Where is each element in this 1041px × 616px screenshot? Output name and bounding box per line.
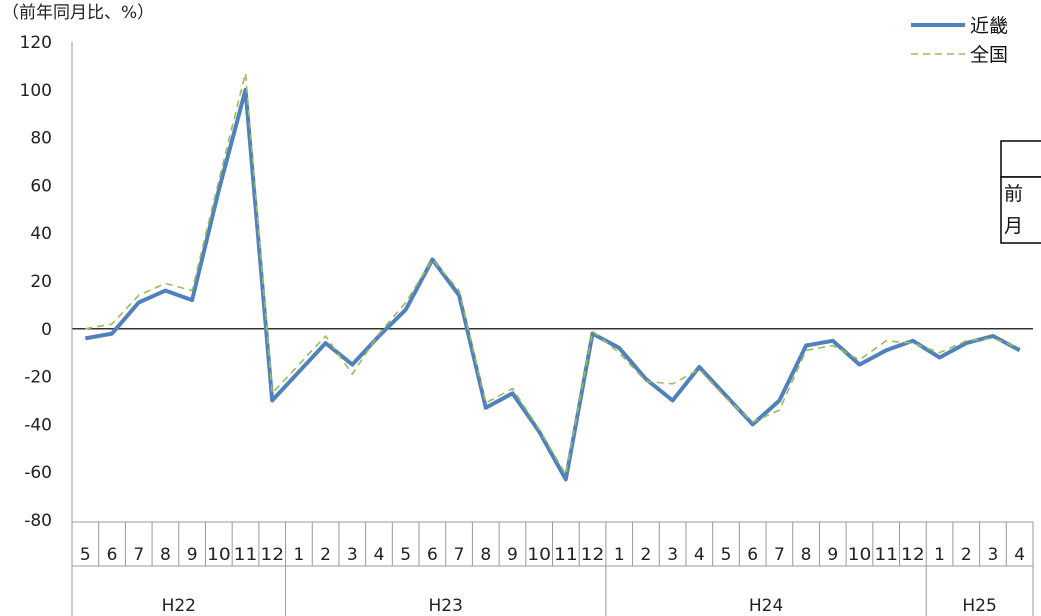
category-label: 6 [747,545,758,565]
category-label: 12 [260,545,284,565]
category-label: 11 [554,545,578,565]
legend-label-zenkoku: 全国 [970,44,1008,66]
group-label: H22 [162,596,196,616]
y-axis-unit-label: （前年同月比、%） [2,3,154,23]
category-label: 6 [427,545,438,565]
category-label: 5 [400,545,411,565]
category-label: 5 [721,545,732,565]
category-label: 4 [374,545,385,565]
y-tick-label: 20 [30,272,52,292]
y-tick-label: 120 [20,33,52,53]
category-label: 12 [901,545,925,565]
group-label: H24 [749,596,783,616]
category-label: 11 [874,545,898,565]
y-tick-label: 60 [30,176,52,196]
side-box: 前 月 [1000,140,1041,244]
legend: 近畿 全国 [911,15,1008,66]
series-line-kinki [84,87,1021,482]
y-tick-label: -40 [24,415,52,435]
legend-label-kinki: 近畿 [970,15,1008,37]
y-tick-label: -80 [24,511,52,531]
y-tick-label: 100 [20,81,52,101]
category-axis: 5 6 7 8 9 10 11 12 1 2 3 4 5 6 7 8 9 10 11 12 1 2 3 4 5 6 7 8 9 10 11 1… [71,521,1034,616]
category-label: 1 [934,545,945,565]
category-label: 5 [80,545,91,565]
category-label: 8 [801,545,812,565]
category-label: 3 [988,545,999,565]
category-label: 10 [207,545,231,565]
category-label: 2 [320,545,331,565]
series-line-zenkoku [85,72,1020,476]
category-label: 1 [614,545,625,565]
category-label: 3 [347,545,358,565]
y-axis-tick-labels: 120 100 80 60 40 20 0 -20 -40 -60 -80 [20,33,52,531]
category-label: 9 [827,545,838,565]
category-label: 6 [107,545,118,565]
y-tick-label: -60 [24,463,52,483]
y-tick-label: -20 [24,368,52,388]
y-tick-label: 40 [30,224,52,244]
category-label: 7 [454,545,465,565]
group-label: H23 [429,596,463,616]
category-label: 7 [774,545,785,565]
category-label: 10 [848,545,872,565]
category-label: 8 [160,545,171,565]
category-label: 11 [234,545,258,565]
category-label: 3 [667,545,678,565]
category-label: 9 [507,545,518,565]
category-label: 2 [961,545,972,565]
category-label: 9 [187,545,198,565]
category-label: 2 [641,545,652,565]
category-label: 8 [480,545,491,565]
group-label: H25 [962,596,996,616]
category-label: 1 [293,545,304,565]
y-tick-label: 0 [41,320,52,340]
side-box-text-2: 月 [1004,215,1023,237]
category-label: 4 [694,545,705,565]
y-tick-label: 80 [30,129,52,149]
side-box-text-1: 前 [1004,183,1023,205]
category-label: 10 [527,545,551,565]
category-label: 4 [1014,545,1025,565]
category-label: 7 [133,545,144,565]
series-layer [84,72,1021,482]
category-label: 12 [581,545,605,565]
